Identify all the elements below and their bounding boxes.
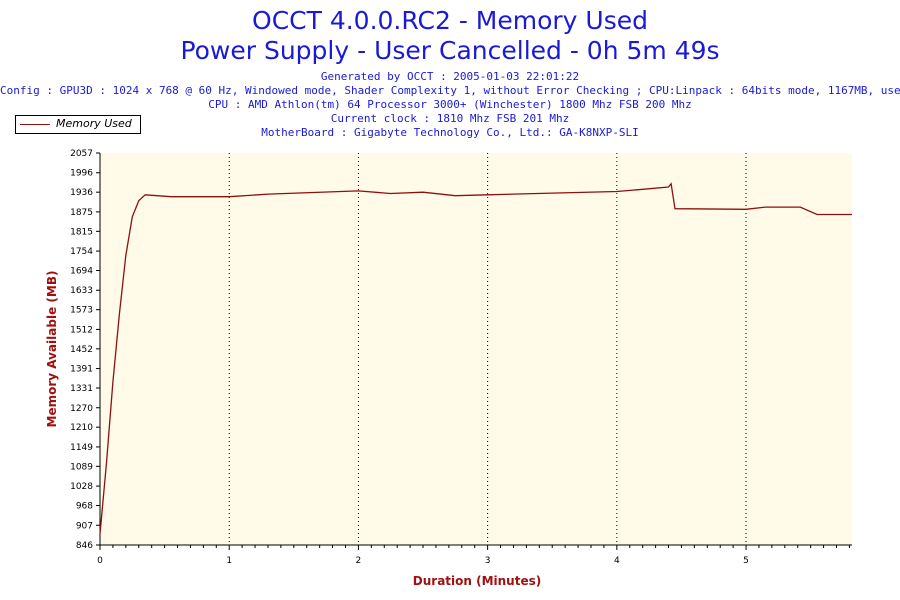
y-tick-label: 1754 (70, 247, 93, 257)
x-tick-label: 3 (485, 556, 491, 566)
x-tick-label: 5 (743, 556, 749, 566)
plot-area (100, 153, 852, 545)
info-motherboard: MotherBoard : Gigabyte Technology Co., L… (261, 126, 639, 139)
y-tick-label: 1512 (70, 325, 93, 335)
y-tick-label: 2057 (70, 149, 93, 159)
y-tick-label: 968 (76, 502, 93, 512)
chart-subtitle: Power Supply - User Cancelled - 0h 5m 49… (180, 36, 720, 65)
y-tick-label: 1089 (70, 462, 93, 472)
x-tick-label: 4 (614, 556, 620, 566)
y-tick-label: 1391 (70, 365, 93, 375)
y-tick-label: 1875 (70, 208, 93, 218)
x-tick-label: 1 (226, 556, 232, 566)
y-tick-label: 1452 (70, 345, 93, 355)
info-generated: Generated by OCCT : 2005-01-03 22:01:22 (320, 70, 580, 83)
y-tick-label: 1331 (70, 384, 93, 394)
x-tick-label: 2 (356, 556, 362, 566)
y-tick-label: 1815 (70, 227, 93, 237)
legend-label: Memory Used (56, 117, 132, 130)
y-tick-label: 1028 (70, 482, 93, 492)
series-line-memory-used (99, 182, 852, 535)
x-tick-label: 0 (97, 556, 103, 566)
info-cpu: CPU : AMD Athlon(tm) 64 Processor 3000+ … (208, 98, 692, 111)
y-tick-label: 1936 (70, 188, 93, 198)
y-tick-label: 846 (76, 541, 93, 551)
y-tick-label: 1694 (70, 267, 93, 277)
y-tick-label: 1633 (70, 286, 93, 296)
y-tick-label: 1210 (70, 423, 93, 433)
y-tick-label: 907 (76, 521, 93, 531)
legend-swatch (20, 124, 50, 125)
info-config: Config : GPU3D : 1024 x 768 @ 60 Hz, Win… (0, 84, 900, 97)
y-tick-label: 1270 (70, 404, 93, 414)
x-axis-title: Duration (Minutes) (413, 574, 541, 588)
chart-title: OCCT 4.0.0.RC2 - Memory Used (252, 6, 648, 35)
chart-legend: Memory Used (15, 115, 141, 134)
y-tick-label: 1149 (70, 443, 93, 453)
y-axis-title: Memory Available (MB) (45, 271, 59, 428)
info-clock: Current clock : 1810 Mhz FSB 201 Mhz (330, 112, 570, 125)
y-tick-label: 1996 (70, 169, 93, 179)
y-tick-label: 1573 (70, 306, 93, 316)
